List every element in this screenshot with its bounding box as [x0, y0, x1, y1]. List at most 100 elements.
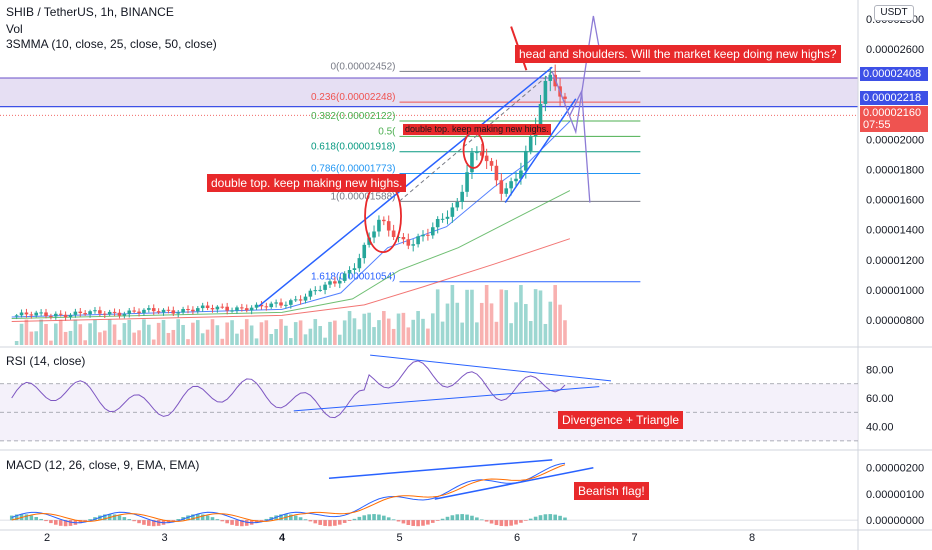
candle-body: [563, 96, 567, 99]
candle-body: [548, 74, 553, 81]
candle-body: [102, 313, 107, 315]
candle-body: [264, 306, 269, 308]
candle-body: [78, 311, 83, 314]
candle-body: [460, 191, 464, 202]
volume-bar: [450, 285, 455, 345]
price-badge-current: 0.00002160 07:55: [860, 106, 928, 132]
volume-bar: [514, 302, 518, 345]
candle-body: [465, 172, 469, 192]
macd-histogram-bar: [558, 515, 562, 521]
macd-histogram-bar: [88, 519, 92, 521]
candle-body: [259, 304, 264, 307]
macd-histogram-bar: [553, 514, 557, 521]
volume-bar: [117, 339, 122, 345]
macd-histogram-bar: [235, 520, 239, 526]
macd-histogram-bar: [220, 520, 225, 522]
volume-bar: [200, 333, 205, 345]
macd-histogram-bar: [519, 520, 523, 523]
candle-body: [323, 284, 327, 290]
candle-body: [200, 305, 205, 309]
volume-bar: [411, 319, 416, 345]
symbol-title[interactable]: SHIB / TetherUS, 1h, BINANCE: [6, 5, 174, 19]
price-badge-upper: 0.00002408: [860, 67, 928, 81]
macd-histogram-bar: [24, 514, 29, 521]
macd-histogram-bar: [430, 520, 435, 523]
volume-legend[interactable]: Vol: [6, 22, 23, 36]
candle-body: [44, 312, 48, 317]
smma-legend[interactable]: 3SMMA (10, close, 25, close, 50, close): [6, 37, 217, 51]
candle-body: [19, 312, 24, 316]
macd-histogram-bar: [401, 520, 406, 524]
x-tick-label: 2: [44, 532, 50, 544]
macd-histogram-bar: [293, 515, 298, 521]
candle-body: [63, 314, 68, 318]
volume-bar: [259, 322, 264, 345]
volume-bar: [421, 318, 425, 345]
macd-histogram-bar: [489, 520, 494, 524]
macd-histogram-bar: [377, 514, 381, 521]
volume-bar: [235, 333, 239, 345]
volume-bar: [440, 321, 445, 345]
candle-body: [137, 311, 141, 313]
macd-histogram-bar: [264, 518, 269, 521]
macd-histogram-bar: [269, 516, 274, 521]
candle-body: [147, 308, 151, 310]
volume-bar: [58, 319, 63, 345]
candle-body: [161, 309, 166, 313]
candle-body: [416, 236, 420, 245]
candle-body: [195, 308, 200, 312]
macd-histogram-bar: [166, 520, 171, 524]
macd-histogram-bar: [333, 520, 337, 526]
candle-body: [293, 299, 298, 301]
candle-body: [421, 234, 425, 237]
macd-histogram-bar: [538, 515, 543, 521]
fib-level-label: 1(0.00001588): [330, 191, 395, 202]
candle-body: [328, 281, 332, 285]
candle-body: [435, 218, 440, 228]
volume-bar: [73, 319, 78, 345]
current-price: 0.00002160: [863, 107, 922, 119]
macd-histogram-bar: [494, 520, 499, 526]
smma-line: [11, 190, 571, 319]
candle-body: [117, 312, 122, 316]
volume-bar: [406, 327, 411, 345]
currency-button[interactable]: USDT: [874, 5, 914, 21]
macd-tick-label: 0.00000200: [866, 463, 924, 475]
macd-line: [11, 462, 566, 524]
macd-histogram-bar: [382, 515, 386, 521]
candle-body: [274, 302, 278, 304]
candle-body: [58, 313, 63, 315]
volume-bar: [279, 319, 283, 345]
candle-body: [313, 290, 318, 292]
rsi-tick-label: 40.00: [866, 422, 894, 434]
volume-bar: [88, 323, 92, 345]
volume-bar: [19, 323, 24, 345]
macd-legend[interactable]: MACD (12, 26, close, 9, EMA, EMA): [6, 458, 200, 472]
volume-bar: [548, 301, 553, 345]
candle-body: [514, 178, 518, 182]
volume-bar: [558, 304, 562, 345]
macd-histogram-bar: [470, 515, 474, 521]
macd-histogram-bar: [475, 517, 479, 521]
macd-histogram-bar: [514, 520, 518, 525]
volume-bar: [416, 311, 420, 345]
volume-bar: [24, 319, 29, 345]
candle-body: [440, 218, 445, 220]
candle-body: [308, 290, 313, 297]
macd-histogram-bar: [39, 518, 43, 521]
macd-histogram-bar: [127, 519, 132, 521]
volume-bar: [475, 322, 479, 345]
volume-bar: [191, 322, 195, 345]
fib-level-label: 0.786(0.00001773): [311, 164, 396, 175]
candle-body: [24, 312, 29, 315]
volume-bar: [289, 338, 293, 345]
rsi-tick-label: 60.00: [866, 393, 894, 405]
volume-bar: [83, 340, 87, 345]
volume-bar: [479, 302, 484, 345]
rsi-legend[interactable]: RSI (14, close): [6, 354, 86, 368]
macd-histogram-bar: [479, 519, 484, 521]
macd-histogram-bar: [499, 520, 504, 526]
volume-bar: [533, 289, 538, 345]
candle-body: [39, 312, 43, 314]
